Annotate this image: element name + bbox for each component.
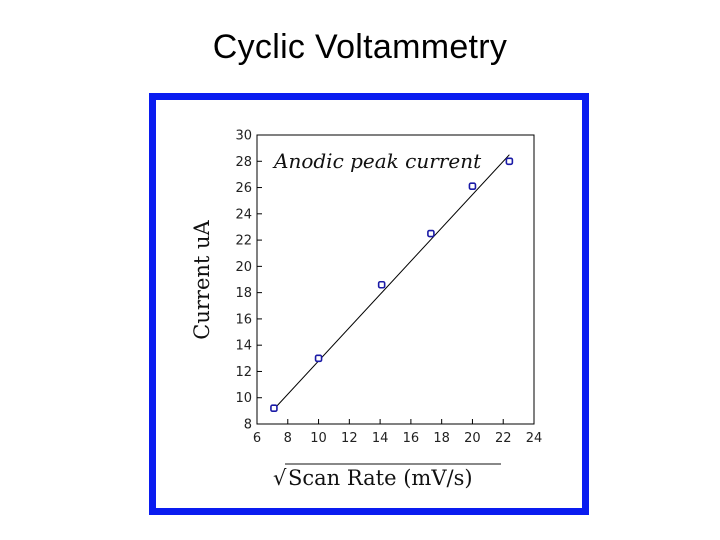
x-tick-label: 20 — [464, 431, 481, 446]
x-tick-label: 14 — [372, 431, 389, 446]
x-tick-label: 10 — [310, 431, 327, 446]
plot-area — [256, 134, 535, 425]
x-tick-label: 24 — [526, 431, 543, 446]
data-point — [377, 280, 386, 289]
x-tick-label: 8 — [284, 431, 292, 446]
annotation-text: Anodic peak current — [272, 149, 482, 173]
x-axis-ticks: 6 8 10 12 14 16 18 20 22 24 — [253, 419, 542, 446]
y-tick-label: 20 — [235, 260, 252, 275]
fit-line-group — [272, 154, 510, 412]
x-axis-title: Scan Rate (mV/s) — [288, 466, 473, 490]
data-point — [505, 157, 514, 166]
x-axis-title-group: √ Scan Rate (mV/s) — [273, 463, 501, 490]
x-tick-label: 16 — [403, 431, 420, 446]
data-points — [270, 157, 514, 413]
y-tick-label: 16 — [235, 312, 252, 327]
data-point — [427, 229, 435, 238]
data-point — [468, 182, 477, 191]
y-tick-label: 18 — [235, 286, 252, 301]
x-tick-label: 12 — [341, 431, 358, 446]
y-tick-label: 12 — [235, 365, 252, 380]
y-tick-label: 26 — [235, 181, 252, 196]
y-axis-title: Current uA — [190, 219, 214, 339]
sqrt-symbol: √ — [273, 466, 287, 490]
y-tick-label: 14 — [235, 339, 252, 354]
data-point — [314, 354, 323, 363]
x-tick-label: 22 — [495, 431, 512, 446]
chart-frame: 8 10 12 14 16 18 20 22 24 26 28 30 6 8 10 12 14 16 18 20 22… — [149, 93, 589, 515]
x-tick-label: 6 — [253, 431, 261, 446]
x-tick-label: 18 — [433, 431, 450, 446]
y-tick-label: 10 — [235, 391, 252, 406]
slide-title: Cyclic Voltammetry — [212, 28, 508, 66]
y-tick-label: 28 — [235, 155, 252, 170]
data-point — [270, 404, 278, 413]
y-tick-label: 30 — [235, 129, 252, 144]
y-axis-ticks: 8 10 12 14 16 18 20 22 24 26 28 30 — [235, 129, 262, 433]
y-tick-label: 24 — [235, 207, 252, 222]
y-tick-label: 22 — [235, 234, 252, 249]
fit-line — [272, 154, 510, 412]
y-tick-label: 8 — [244, 418, 252, 433]
